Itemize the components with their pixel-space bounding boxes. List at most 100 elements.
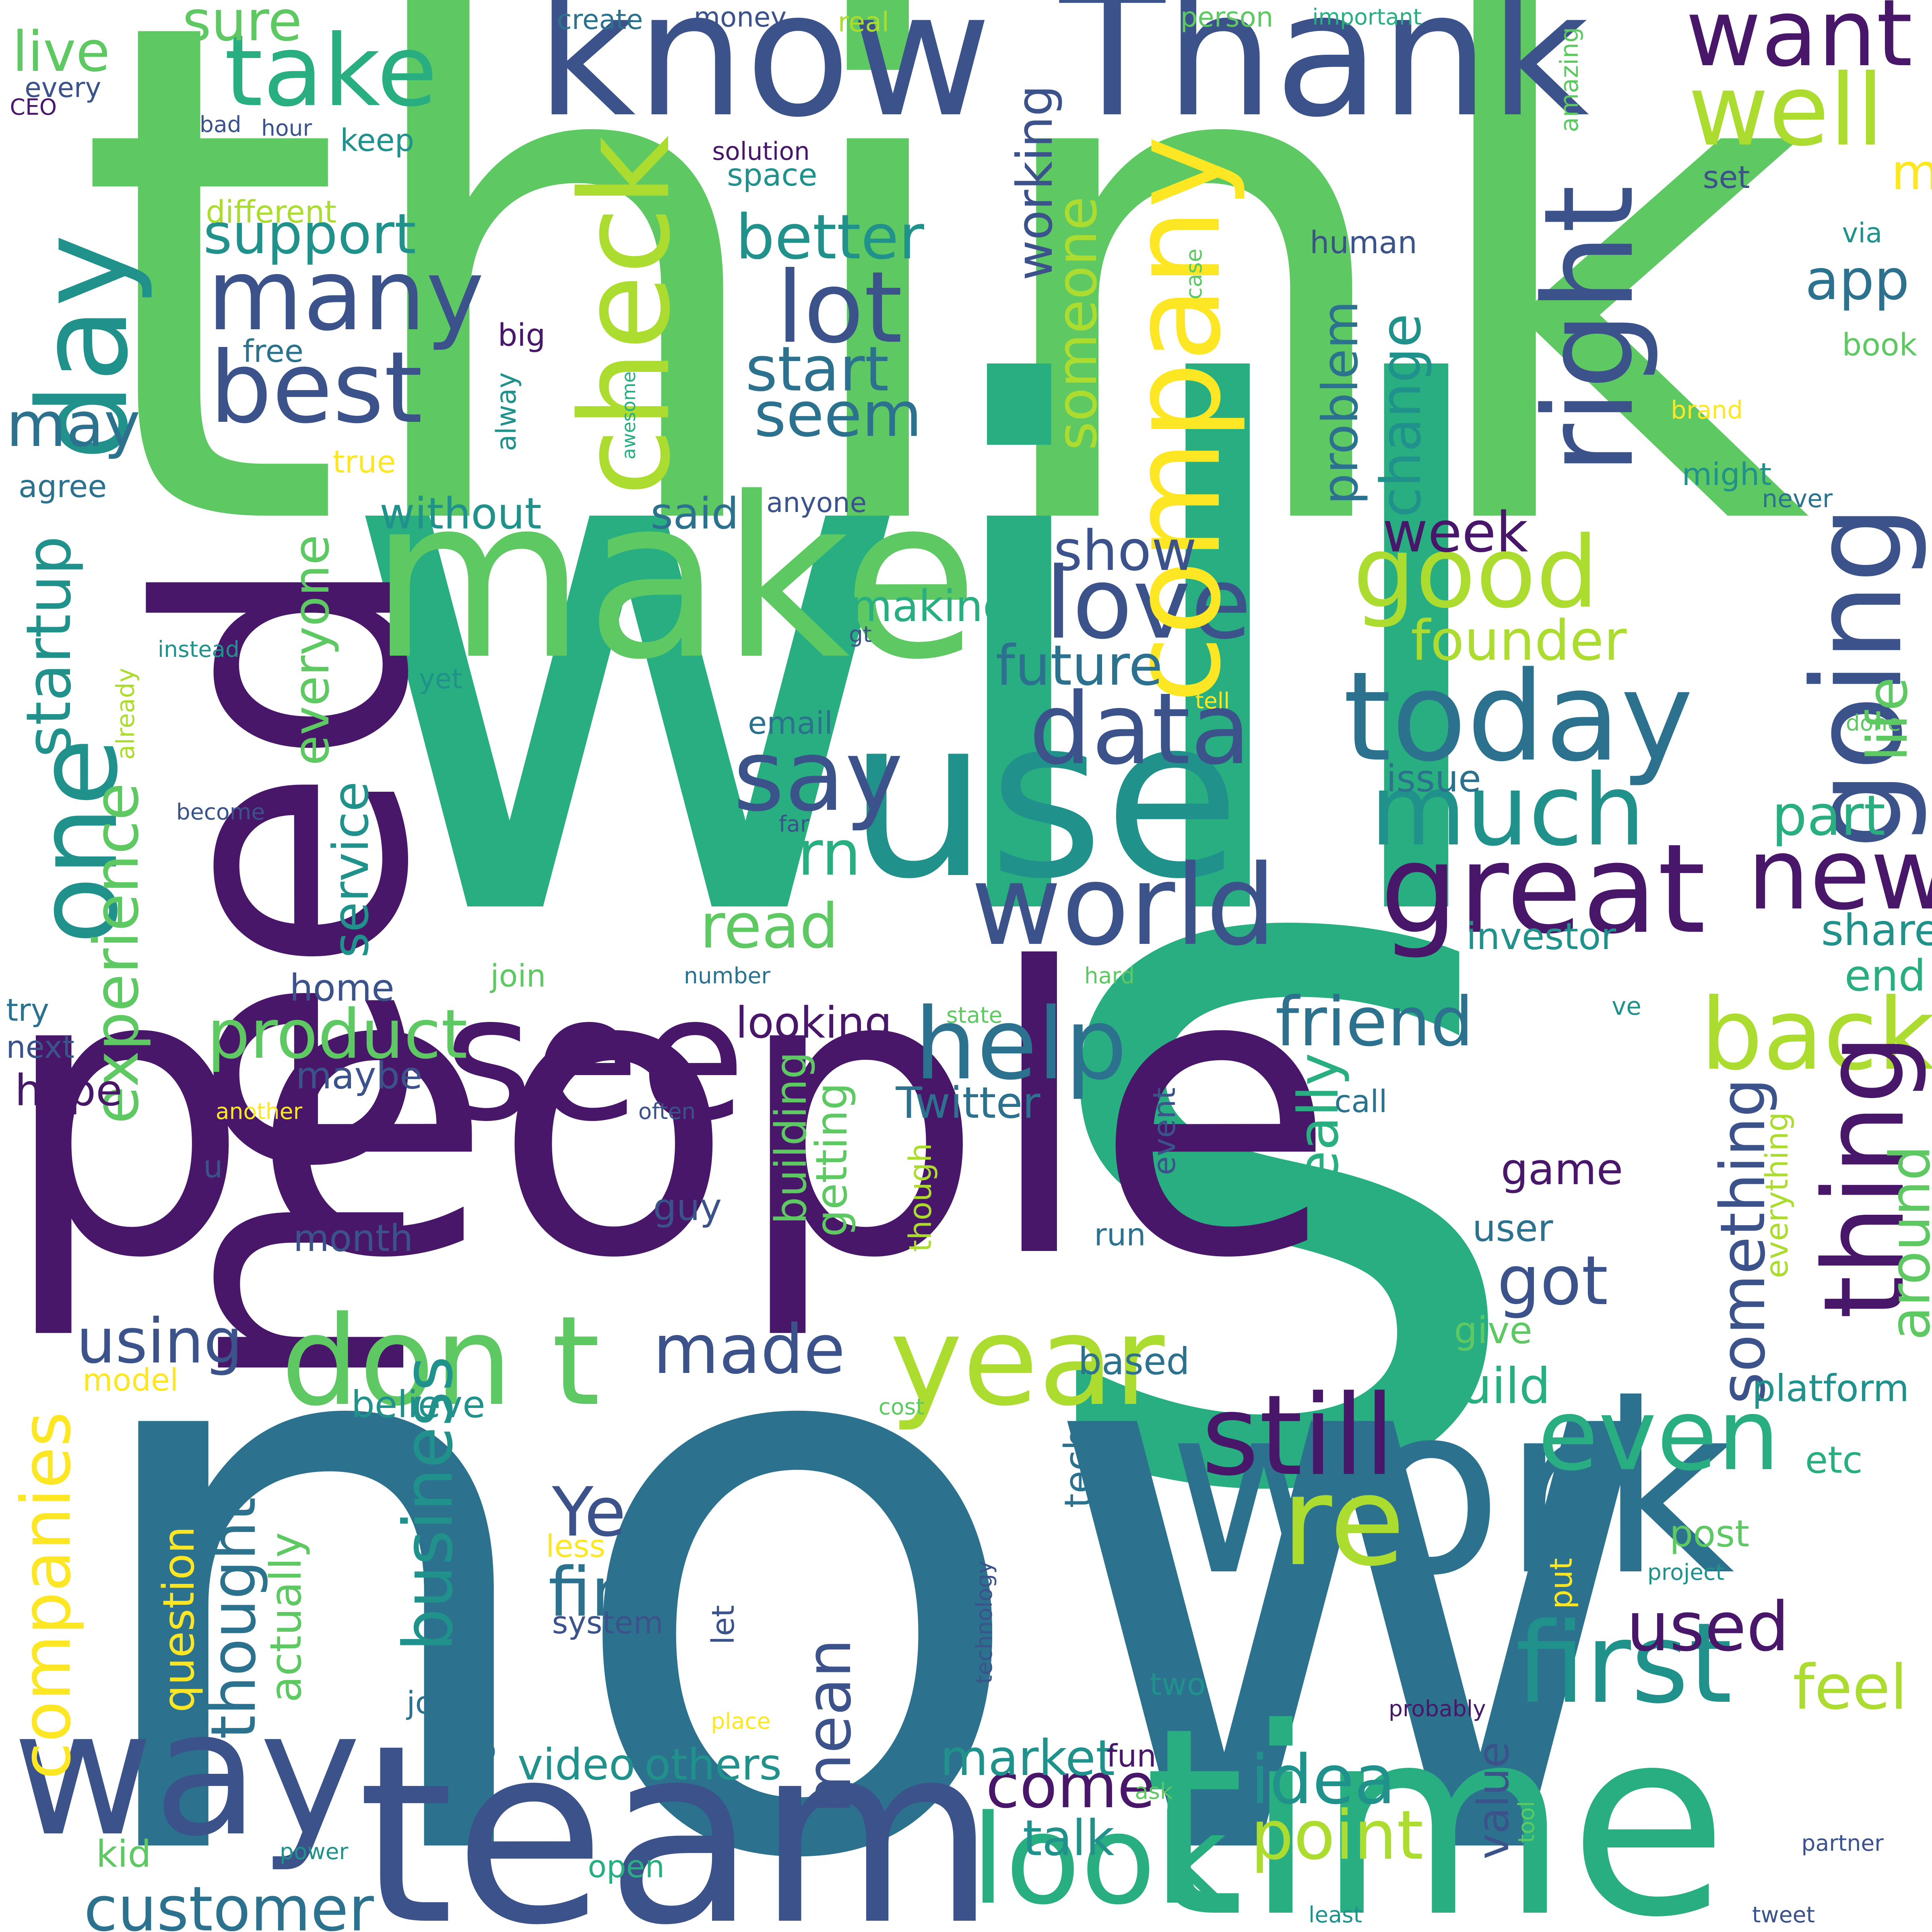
word-cost: cost [878, 1394, 925, 1420]
word-far: far [778, 811, 809, 837]
word-data: data [1029, 671, 1251, 786]
word-run: run [1094, 1217, 1146, 1253]
word-using: using [76, 1306, 243, 1378]
word-many: many [207, 238, 484, 353]
word-world: world [971, 841, 1276, 970]
word-two: two [1150, 1666, 1206, 1703]
word-person: person [1180, 1, 1274, 33]
word-home: home [289, 966, 394, 1010]
word-give: give [1454, 1309, 1532, 1352]
word-top: top [446, 1732, 497, 1768]
word-founder: founder [1411, 609, 1627, 673]
word-partner: partner [1801, 1830, 1884, 1856]
word-show: show [1053, 519, 1197, 584]
word-say: say [733, 718, 903, 834]
word-solution: solution [712, 137, 810, 166]
word-end: end [1844, 951, 1926, 1001]
word-product: product [207, 995, 468, 1074]
word-twitter: Twitter [896, 1078, 1040, 1128]
word-part: part [1772, 784, 1886, 848]
word-idea: idea [1251, 1740, 1396, 1819]
word-open: open [588, 1849, 665, 1885]
word-put: put [1543, 1558, 1579, 1609]
word-seem: seem [754, 379, 922, 451]
word-service: service [322, 781, 380, 958]
word-lot: lot [776, 250, 903, 365]
word-dont: don t [281, 1290, 600, 1433]
word-problem: problem [1311, 300, 1369, 505]
word-work: work [1168, 1354, 1735, 1627]
word-keep: keep [340, 123, 415, 159]
word-will: will [335, 243, 1515, 1075]
word-tweet: tweet [1752, 1901, 1815, 1928]
word-s: s [1022, 559, 1536, 1707]
word-team: team [357, 1693, 997, 1932]
word-join: join [490, 958, 546, 994]
word-ve: ve [1612, 992, 1641, 1021]
word-less: less [546, 1529, 606, 1565]
word-support: support [203, 202, 416, 267]
word-better: better [735, 202, 924, 274]
word-hope: hope [14, 1066, 123, 1116]
word-want: want [1685, 0, 1913, 88]
word-looking: looking [735, 998, 892, 1048]
word-create: create [557, 4, 643, 36]
word-technology: technology [971, 1560, 997, 1684]
word-talk: talk [1022, 1809, 1115, 1867]
word-making: making [850, 582, 1010, 632]
word-said: said [650, 489, 739, 539]
word-amazing: amazing [1555, 27, 1584, 132]
word-platform: platform [1752, 1367, 1909, 1410]
word-email: email [748, 706, 833, 742]
word-kid: kid [96, 1833, 151, 1876]
word-via: via [1842, 217, 1882, 249]
word-another: another [215, 1098, 303, 1124]
word-others: others [644, 1740, 782, 1790]
word-got: got [1497, 1241, 1608, 1320]
word-call: call [1334, 1084, 1387, 1120]
word-app: app [1805, 248, 1909, 312]
word-awesome: awesome [617, 371, 640, 460]
word-re: re [1281, 1450, 1406, 1593]
word-way: way [12, 1673, 361, 1874]
word-startup: startup [13, 536, 85, 758]
word-case: case [1181, 248, 1207, 300]
word-think: think [74, 0, 1810, 679]
word-share: share [1821, 906, 1932, 956]
word-live: live [12, 20, 110, 85]
word-might: might [1682, 456, 1772, 493]
word-least: least [1309, 1901, 1362, 1928]
word-everything: everything [1759, 1112, 1795, 1278]
word-getting: getting [807, 1082, 857, 1237]
word-based: based [1078, 1340, 1190, 1383]
word-book: book [1842, 327, 1918, 363]
word-thought: thought [198, 1497, 270, 1740]
word-back: back [1700, 977, 1932, 1092]
word-u: u [203, 1149, 223, 1185]
word-see: see [444, 959, 746, 1160]
word-true: true [332, 444, 396, 481]
word-much: much [1370, 753, 1645, 868]
word-human: human [1310, 225, 1417, 261]
word-used: used [1626, 1587, 1790, 1667]
word-now: now [68, 1125, 1670, 1932]
word-hour: hour [261, 115, 312, 141]
word-user: user [1472, 1207, 1553, 1250]
word-week: week [1382, 500, 1528, 565]
word-new: new [1747, 817, 1932, 932]
word-hard: hard [1084, 962, 1135, 989]
word-tech: tech [1056, 1426, 1100, 1508]
word-money: money [694, 1, 787, 33]
word-job: job [407, 1685, 454, 1721]
word-well: well [1688, 53, 1884, 168]
word-system: system [552, 1605, 664, 1641]
word-brand: brand [1671, 396, 1743, 425]
word-made: made [653, 1310, 846, 1389]
word-best: best [209, 330, 423, 445]
word-change: change [1369, 314, 1434, 518]
word-ceo: CEO [10, 94, 57, 120]
word-guy: guy [653, 1186, 722, 1229]
word-never: never [1762, 485, 1833, 514]
word-around: around [1878, 1145, 1932, 1340]
word-issue: issue [1386, 757, 1481, 800]
